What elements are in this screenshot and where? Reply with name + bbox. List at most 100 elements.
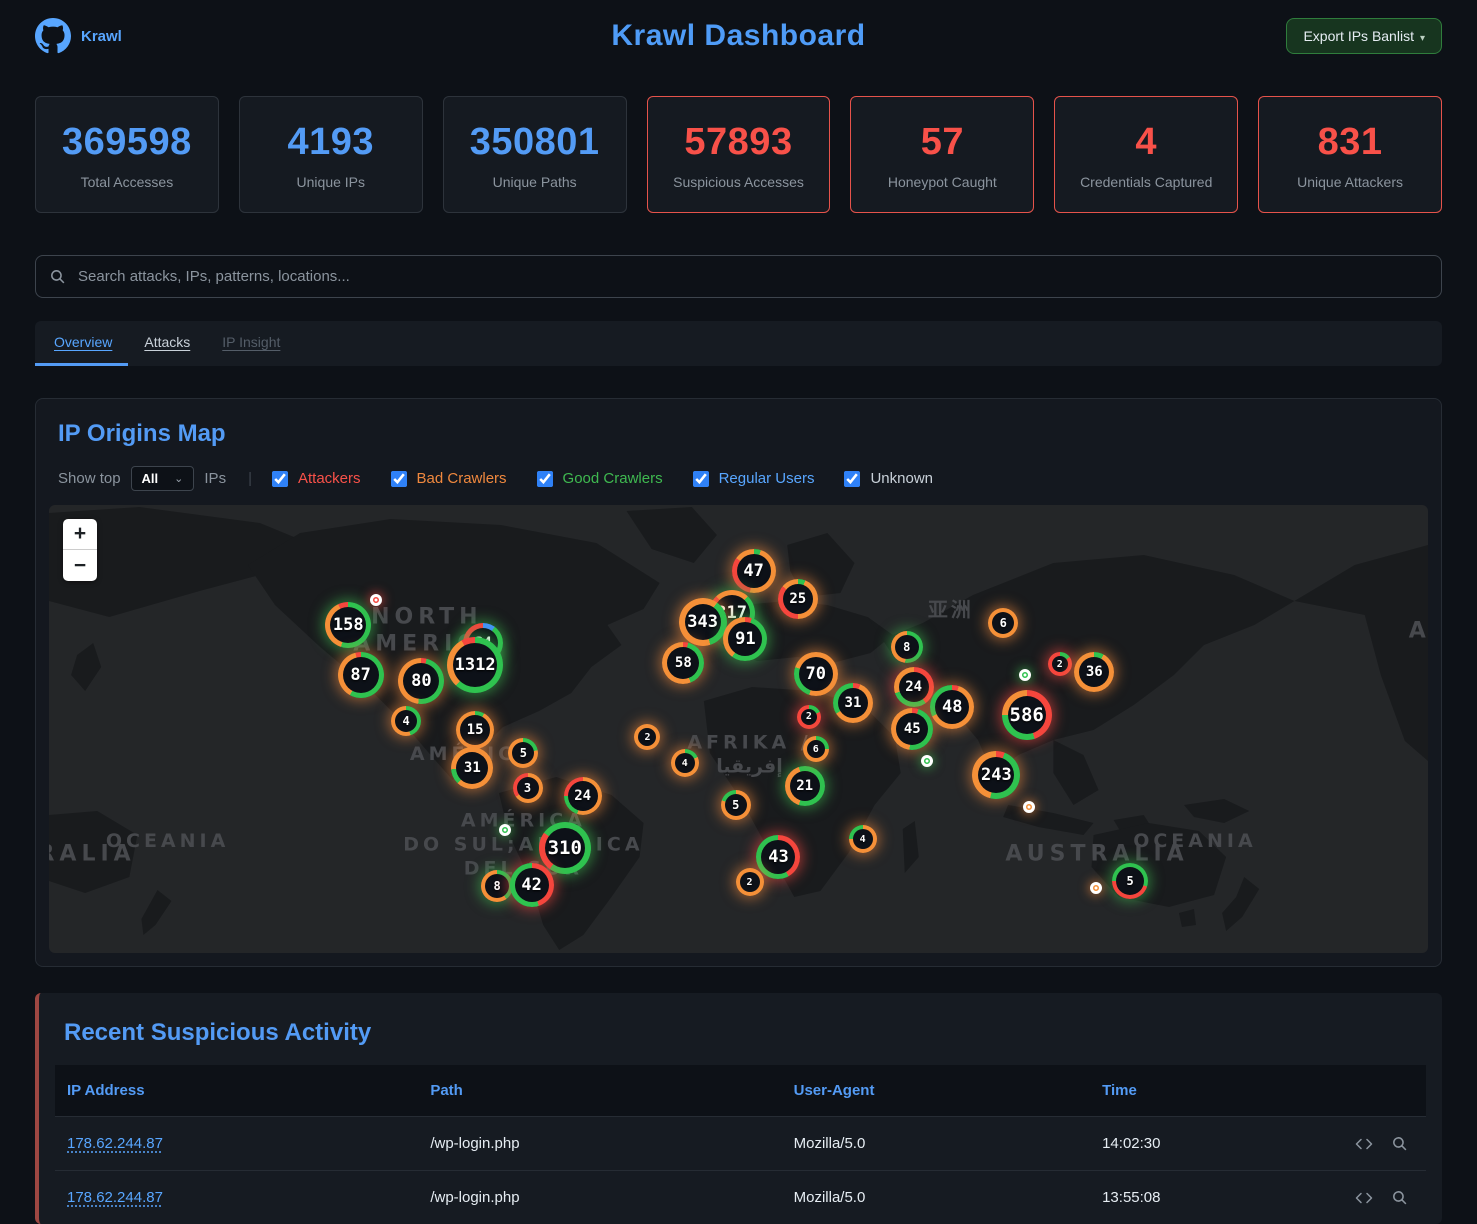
marker-count: 42 [521,875,541,895]
search-input[interactable] [76,267,1428,286]
cell-ip: 178.62.244.87 [55,1171,418,1224]
marker-count: 24 [574,788,591,804]
map-cluster-marker[interactable]: 4 [391,706,421,736]
marker-count: 2 [747,877,753,888]
map-cluster-marker[interactable]: 158 [325,602,371,648]
brand[interactable]: Krawl [35,18,122,54]
map-cluster-marker[interactable]: 24 [564,777,602,815]
stat-card-total-accesses: 369598 Total Accesses [35,96,219,213]
map-cluster-marker[interactable]: 3 [513,773,543,803]
map-cluster-marker[interactable]: 31 [451,747,493,789]
show-top-select[interactable]: All ⌄ [131,466,195,491]
checkbox-icon[interactable] [537,471,553,487]
export-banlist-button[interactable]: Export IPs Banlist▾ [1286,18,1442,54]
cell-actions [1330,1171,1426,1224]
code-icon[interactable] [1355,1191,1373,1205]
map-cluster-marker[interactable]: 586 [1002,690,1052,740]
stat-value: 350801 [450,121,620,164]
filter-bad-crawlers[interactable]: Bad Crawlers [387,468,507,490]
marker-count: 586 [1010,704,1044,726]
map-cluster-marker[interactable]: 91 [723,617,767,661]
map-cluster-marker[interactable]: 2 [634,724,660,750]
map-cluster-marker[interactable]: 15 [456,711,494,749]
map-cluster-marker[interactable]: 6 [803,736,829,762]
ip-link[interactable]: 178.62.244.87 [67,1135,163,1152]
stat-value: 4193 [246,121,416,164]
map-cluster-marker[interactable]: 21 [785,766,825,806]
map-cluster-marker[interactable]: 6 [988,608,1018,638]
map-dot-marker[interactable] [499,824,511,836]
map-cluster-marker[interactable]: 310 [539,822,591,874]
map-cluster-marker[interactable]: 25 [778,579,818,619]
map-cluster-marker[interactable]: 2 [1048,652,1072,676]
checkbox-icon[interactable] [693,471,709,487]
map-cluster-marker[interactable]: 80 [398,658,444,704]
map-cluster-marker[interactable]: 42 [510,863,554,907]
table-header-row: IP Address Path User-Agent Time [55,1065,1426,1117]
zoom-out-button[interactable]: − [63,550,97,581]
ip-link[interactable]: 178.62.244.87 [67,1189,163,1206]
filter-label: Attackers [298,470,361,487]
map-cluster-marker[interactable]: 5 [721,790,751,820]
map-cluster-marker[interactable]: 45 [891,708,933,750]
map-cluster-marker[interactable]: 2 [736,868,764,896]
marker-count: 310 [548,837,582,859]
map-cluster-marker[interactable]: 36 [1074,652,1114,692]
map-cluster-marker[interactable]: 4 [849,825,877,853]
map-cluster-marker[interactable]: 70 [794,652,838,696]
map-dot-marker[interactable] [921,755,933,767]
marker-count: 4 [682,758,688,769]
filter-attackers[interactable]: Attackers [268,468,361,490]
map-cluster-marker[interactable]: 5 [1112,863,1148,899]
marker-count: 2 [644,732,650,743]
map-cluster-marker[interactable]: 1312 [447,637,503,693]
map-dot-marker[interactable] [1019,669,1031,681]
filter-divider: | [248,470,252,487]
map-cluster-marker[interactable]: 343 [679,598,727,646]
map-cluster-marker[interactable]: 8 [481,870,513,902]
map-cluster-marker[interactable]: 5 [508,738,538,768]
ips-label: IPs [204,470,226,487]
stat-label: Honeypot Caught [857,174,1027,190]
marker-count: 6 [813,744,819,755]
tab-ip-insight[interactable]: IP Insight [206,321,296,366]
map-cluster-marker[interactable]: 43 [756,835,800,879]
map-cluster-marker[interactable]: 58 [662,642,704,684]
filter-unknown[interactable]: Unknown [840,468,933,490]
stat-label: Total Accesses [42,174,212,190]
map-cluster-marker[interactable]: 47 [732,549,776,593]
map-cluster-marker[interactable]: 243 [972,751,1020,799]
marker-count: 31 [464,760,481,776]
map-dot-marker[interactable] [1090,882,1102,894]
recent-activity-panel: Recent Suspicious Activity IP Address Pa… [35,993,1442,1224]
map-region-label: A [1409,617,1428,645]
filter-good-crawlers[interactable]: Good Crawlers [533,468,663,490]
stat-value: 4 [1061,121,1231,164]
filter-regular-users[interactable]: Regular Users [689,468,815,490]
stat-value: 831 [1265,121,1435,164]
ip-origins-map[interactable]: + − NORTH AMERICAAMÉRICAAMÉRICA DO SUL;A… [49,505,1428,953]
col-user-agent: User-Agent [782,1065,1090,1117]
map-cluster-marker[interactable]: 87 [338,652,384,698]
stat-value: 57 [857,121,1027,164]
map-cluster-marker[interactable]: 2 [797,705,821,729]
checkbox-icon[interactable] [272,471,288,487]
map-dot-marker[interactable] [370,594,382,606]
checkbox-icon[interactable] [844,471,860,487]
map-cluster-marker[interactable]: 24 [894,667,934,707]
tab-overview[interactable]: Overview [35,321,128,366]
map-dot-marker[interactable] [1023,801,1035,813]
map-cluster-marker[interactable]: 31 [833,683,873,723]
filter-label: Bad Crawlers [417,470,507,487]
zoom-in-button[interactable]: + [63,519,97,550]
inspect-search-icon[interactable] [1391,1189,1408,1206]
map-cluster-marker[interactable]: 48 [930,685,974,729]
code-icon[interactable] [1355,1137,1373,1151]
checkbox-icon[interactable] [391,471,407,487]
tab-attacks[interactable]: Attacks [128,321,206,366]
map-cluster-marker[interactable]: 4 [671,749,699,777]
inspect-search-icon[interactable] [1391,1135,1408,1152]
map-cluster-marker[interactable]: 8 [891,631,923,663]
marker-count: 243 [981,765,1012,785]
